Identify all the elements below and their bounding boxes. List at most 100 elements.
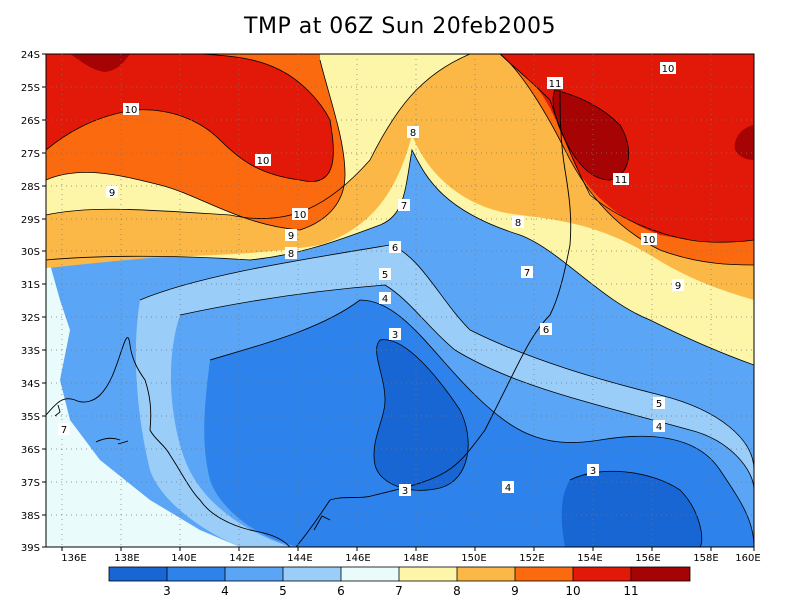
lat-tick-label: 31S (21, 280, 40, 291)
plot-frame (45, 53, 755, 548)
lat-tick-label: 33S (21, 346, 40, 357)
svg-text:8: 8 (515, 218, 521, 229)
colorbar-swatch (109, 567, 167, 581)
svg-text:10: 10 (125, 105, 138, 116)
lat-tick-label: 39S (21, 543, 40, 554)
svg-text:3: 3 (392, 330, 398, 341)
contour-label: 10 (641, 233, 657, 246)
lat-tick-label: 37S (21, 478, 40, 489)
lat-tick-label: 32S (21, 313, 40, 324)
svg-text:3: 3 (402, 486, 408, 497)
contour-label: 9 (672, 279, 684, 292)
lon-tick-label: 146E (345, 553, 370, 564)
lat-axis-labels: 24S 25S 26S 27S 28S 29S 30S 31S 32S 33S … (21, 50, 40, 554)
band-11-plus-east (553, 90, 629, 180)
lon-tick-label: 154E (577, 553, 602, 564)
colorbar-label: 6 (337, 584, 345, 598)
lat-tick-label: 27S (21, 149, 40, 160)
band-11-plus-edge (734, 125, 754, 160)
band-11-plus-north (70, 54, 130, 72)
contour-label: 10 (123, 103, 139, 116)
contour-labels: 10 10 10 10 10 11 11 9 9 9 8 8 8 7 7 7 6… (58, 62, 684, 497)
contour-label: 6 (540, 323, 552, 336)
svg-text:5: 5 (656, 399, 662, 410)
contour-label: 8 (512, 216, 524, 229)
map-title: TMP at 06Z Sun 20feb2005 (244, 14, 556, 39)
svg-text:11: 11 (615, 175, 628, 186)
contour-label: 3 (399, 484, 411, 497)
contour-label: 10 (660, 62, 676, 75)
lat-tick-label: 26S (21, 116, 40, 127)
contour-label: 5 (653, 397, 665, 410)
lon-tick-label: 138E (114, 553, 139, 564)
svg-text:7: 7 (61, 425, 67, 436)
svg-text:4: 4 (505, 483, 511, 494)
lat-tick-label: 25S (21, 83, 40, 94)
lat-tick-label: 30S (21, 247, 40, 258)
svg-text:9: 9 (675, 281, 681, 292)
colorbar-swatch (457, 567, 515, 581)
coastline (46, 89, 572, 547)
lon-tick-label: 136E (61, 553, 86, 564)
svg-text:10: 10 (294, 210, 307, 221)
contour-label: 8 (285, 247, 297, 260)
svg-text:3: 3 (590, 466, 596, 477)
svg-text:6: 6 (392, 243, 398, 254)
colorbar-swatch (341, 567, 399, 581)
lon-tick-label: 152E (519, 553, 544, 564)
contour-label: 5 (379, 268, 391, 281)
band-2-3-core-east (561, 471, 702, 547)
lon-tick-label: 158E (693, 553, 718, 564)
svg-text:8: 8 (410, 128, 416, 139)
lat-tick-label: 28S (21, 182, 40, 193)
contour-label: 9 (106, 186, 118, 199)
colorbar-swatch (225, 567, 283, 581)
svg-text:8: 8 (288, 249, 294, 260)
contour-label: 7 (398, 199, 410, 212)
svg-text:7: 7 (524, 268, 530, 279)
colorbar-swatch (631, 567, 690, 581)
colorbar-label: 3 (163, 584, 171, 598)
contour-label: 4 (653, 420, 665, 433)
svg-text:9: 9 (109, 188, 115, 199)
contour-fill-layer (46, 54, 754, 547)
contour-label: 3 (389, 328, 401, 341)
lat-tick-label: 34S (21, 379, 40, 390)
contour-label: 4 (502, 481, 514, 494)
svg-text:6: 6 (543, 325, 549, 336)
band-6-7 (46, 250, 240, 547)
contour-label: 8 (407, 126, 419, 139)
contour-label: 10 (292, 208, 308, 221)
lat-tick-label: 29S (21, 215, 40, 226)
lon-tick-label: 160E (735, 553, 760, 564)
contour-label: 3 (587, 464, 599, 477)
contour-label: 11 (613, 173, 629, 186)
lat-tick-label: 38S (21, 511, 40, 522)
colorbar-label: 8 (453, 584, 461, 598)
lon-axis-labels: 136E 138E 140E 142E 144E 146E 148E 150E … (61, 553, 760, 564)
svg-text:4: 4 (382, 294, 388, 305)
colorbar-swatch (399, 567, 457, 581)
colorbar-swatch (167, 567, 225, 581)
svg-text:10: 10 (643, 235, 656, 246)
band-2-3-core-west (373, 339, 469, 491)
lon-tick-label: 150E (461, 553, 486, 564)
svg-text:5: 5 (382, 270, 388, 281)
svg-text:9: 9 (288, 231, 294, 242)
contour-label: 9 (285, 229, 297, 242)
colorbar-swatch (515, 567, 573, 581)
contour-label: 6 (389, 241, 401, 254)
colorbar-label: 9 (511, 584, 519, 598)
lon-tick-label: 144E (287, 553, 312, 564)
grid (46, 54, 754, 547)
svg-text:7: 7 (401, 201, 407, 212)
svg-text:4: 4 (656, 422, 662, 433)
lon-tick-label: 142E (229, 553, 254, 564)
colorbar-label: 4 (221, 584, 229, 598)
lat-tick-label: 36S (21, 445, 40, 456)
contour-label: 11 (547, 77, 563, 90)
colorbar-swatch (573, 567, 631, 581)
colorbar: 3 4 5 6 7 8 9 10 11 (108, 566, 691, 598)
colorbar-label: 7 (395, 584, 403, 598)
